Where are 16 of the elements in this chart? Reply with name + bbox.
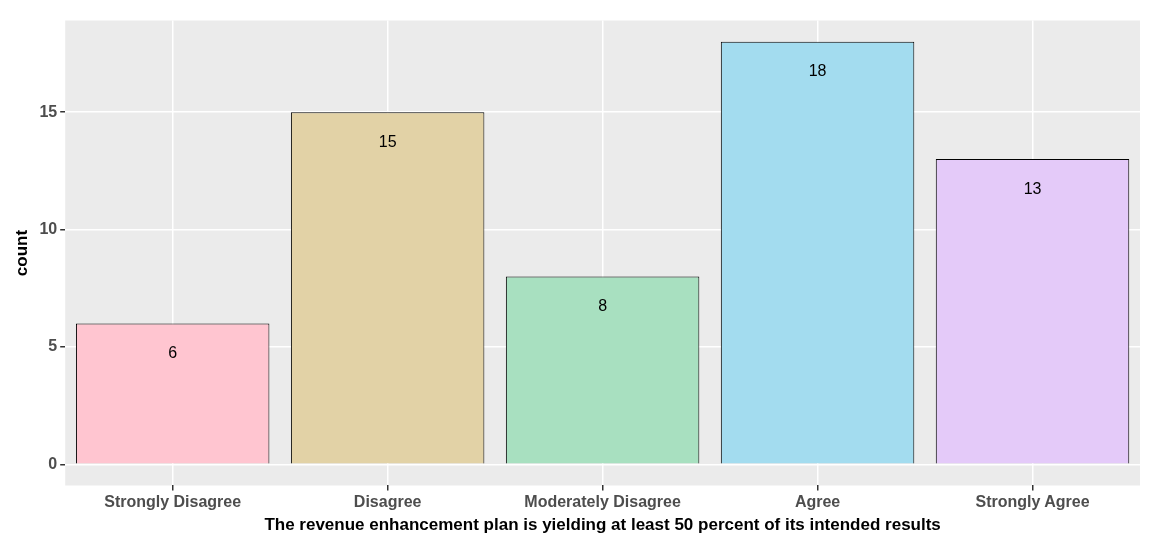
data-label: 6	[168, 343, 178, 361]
x-tick-label: Strongly Agree	[975, 493, 1090, 511]
x-tick-label: Agree	[794, 493, 841, 511]
data-label: 8	[598, 296, 608, 314]
y-tick-label: 10	[39, 219, 58, 237]
y-tick-label: 5	[48, 337, 58, 355]
y-tick-label: 0	[48, 454, 58, 472]
x-axis-title: The revenue enhancement plan is yielding at least 50 percent of its intended results	[264, 515, 941, 535]
data-label: 15	[378, 132, 397, 150]
data-label: 13	[1023, 179, 1042, 197]
data-label: 18	[808, 62, 827, 80]
y-tick-label: 15	[39, 102, 58, 120]
x-tick-label: Moderately Disagree	[524, 493, 681, 511]
x-tick-label: Disagree	[353, 493, 422, 511]
y-axis-title: count	[11, 229, 31, 277]
x-tick-label: Strongly Disagree	[104, 493, 242, 511]
